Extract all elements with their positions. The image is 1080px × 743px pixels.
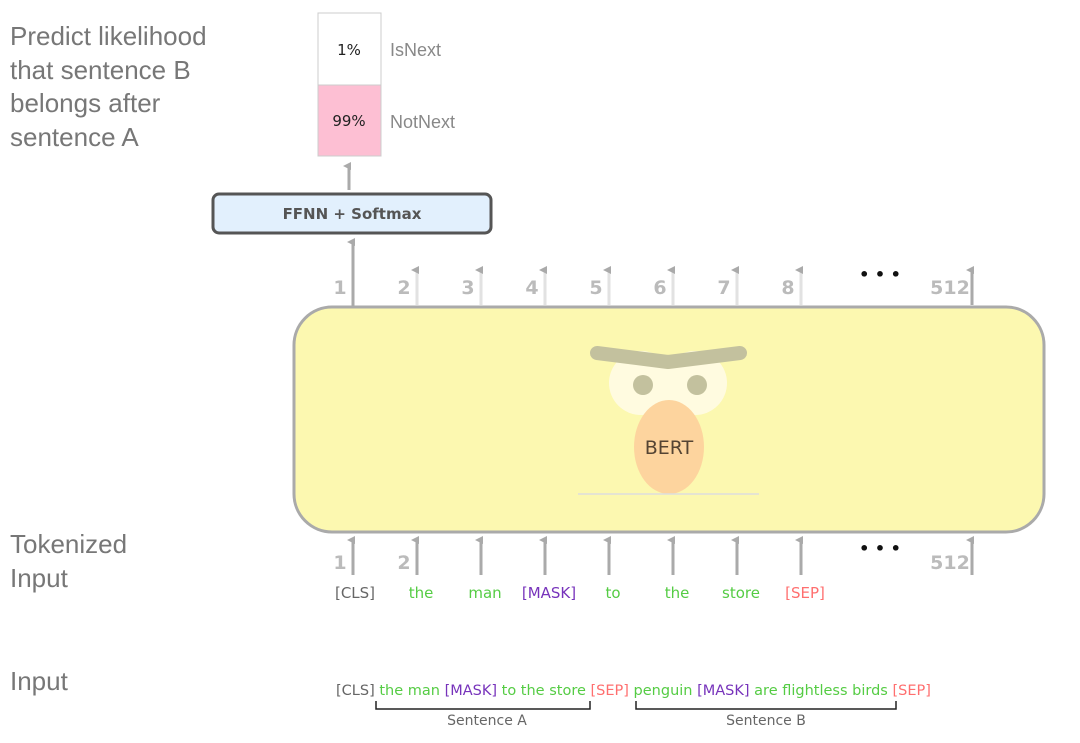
- input-positions: 1 2 512: [333, 536, 974, 575]
- bert-label: BERT: [645, 437, 694, 459]
- notnext-label: NotNext: [390, 112, 455, 132]
- isnext-value: 1%: [337, 41, 361, 59]
- input-position-number: 1: [333, 552, 346, 574]
- token: to: [605, 584, 620, 602]
- output-position-number: 7: [717, 277, 730, 299]
- ellipsis-bottom: • • •: [859, 539, 901, 558]
- notnext-cell: [317, 84, 382, 157]
- isnext-label: IsNext: [390, 40, 441, 60]
- predict-line: Predict likelihood: [10, 21, 207, 51]
- output-position-number: 8: [781, 277, 794, 299]
- tokenized-label: Input: [10, 563, 69, 593]
- token: store: [722, 584, 760, 602]
- ffnn-softmax-box: [211, 192, 493, 235]
- bert-face: BERT: [578, 346, 759, 495]
- notnext-value: 99%: [332, 112, 365, 130]
- output-position-number: 1: [333, 277, 346, 299]
- token: the: [409, 584, 434, 602]
- output-position-number: 3: [461, 277, 474, 299]
- predict-label: Predict likelihood that sentence B belon…: [10, 21, 207, 152]
- output-positions: 1 2 3 4 5 6 7 8 512: [333, 266, 974, 305]
- sentence-b-label: Sentence B: [726, 713, 806, 729]
- output-position-number: 6: [653, 277, 666, 299]
- predict-line: belongs after: [10, 88, 161, 118]
- sentence-b-bracket: [635, 701, 897, 710]
- tokenized-label: Tokenized: [10, 529, 127, 559]
- token: [CLS]: [335, 584, 375, 602]
- token: the: [665, 584, 690, 602]
- input-position-number: 512: [930, 552, 970, 574]
- predict-line: that sentence B: [10, 55, 191, 85]
- output-position-number: 5: [589, 277, 602, 299]
- token: [MASK]: [522, 584, 576, 602]
- input-position-number: 2: [397, 552, 410, 574]
- ellipsis-top: • • •: [859, 265, 901, 284]
- token: [SEP]: [785, 584, 825, 602]
- output-position-number: 2: [397, 277, 410, 299]
- token: man: [468, 584, 501, 602]
- sentence-a-bracket: [375, 701, 591, 710]
- input-label: Input: [10, 666, 69, 696]
- ffnn-label: FFNN + Softmax: [283, 205, 422, 223]
- predict-line: sentence A: [10, 122, 139, 152]
- output-position-number: 512: [930, 277, 970, 299]
- isnext-cell: [317, 12, 382, 86]
- output-position-number: 4: [525, 277, 538, 299]
- tokenized-input: [CLS] the man [MASK] to the store [SEP]: [335, 584, 825, 602]
- input-sentence: [CLS] the man [MASK] to the store [SEP] …: [336, 683, 931, 699]
- sentence-a-label: Sentence A: [447, 713, 527, 729]
